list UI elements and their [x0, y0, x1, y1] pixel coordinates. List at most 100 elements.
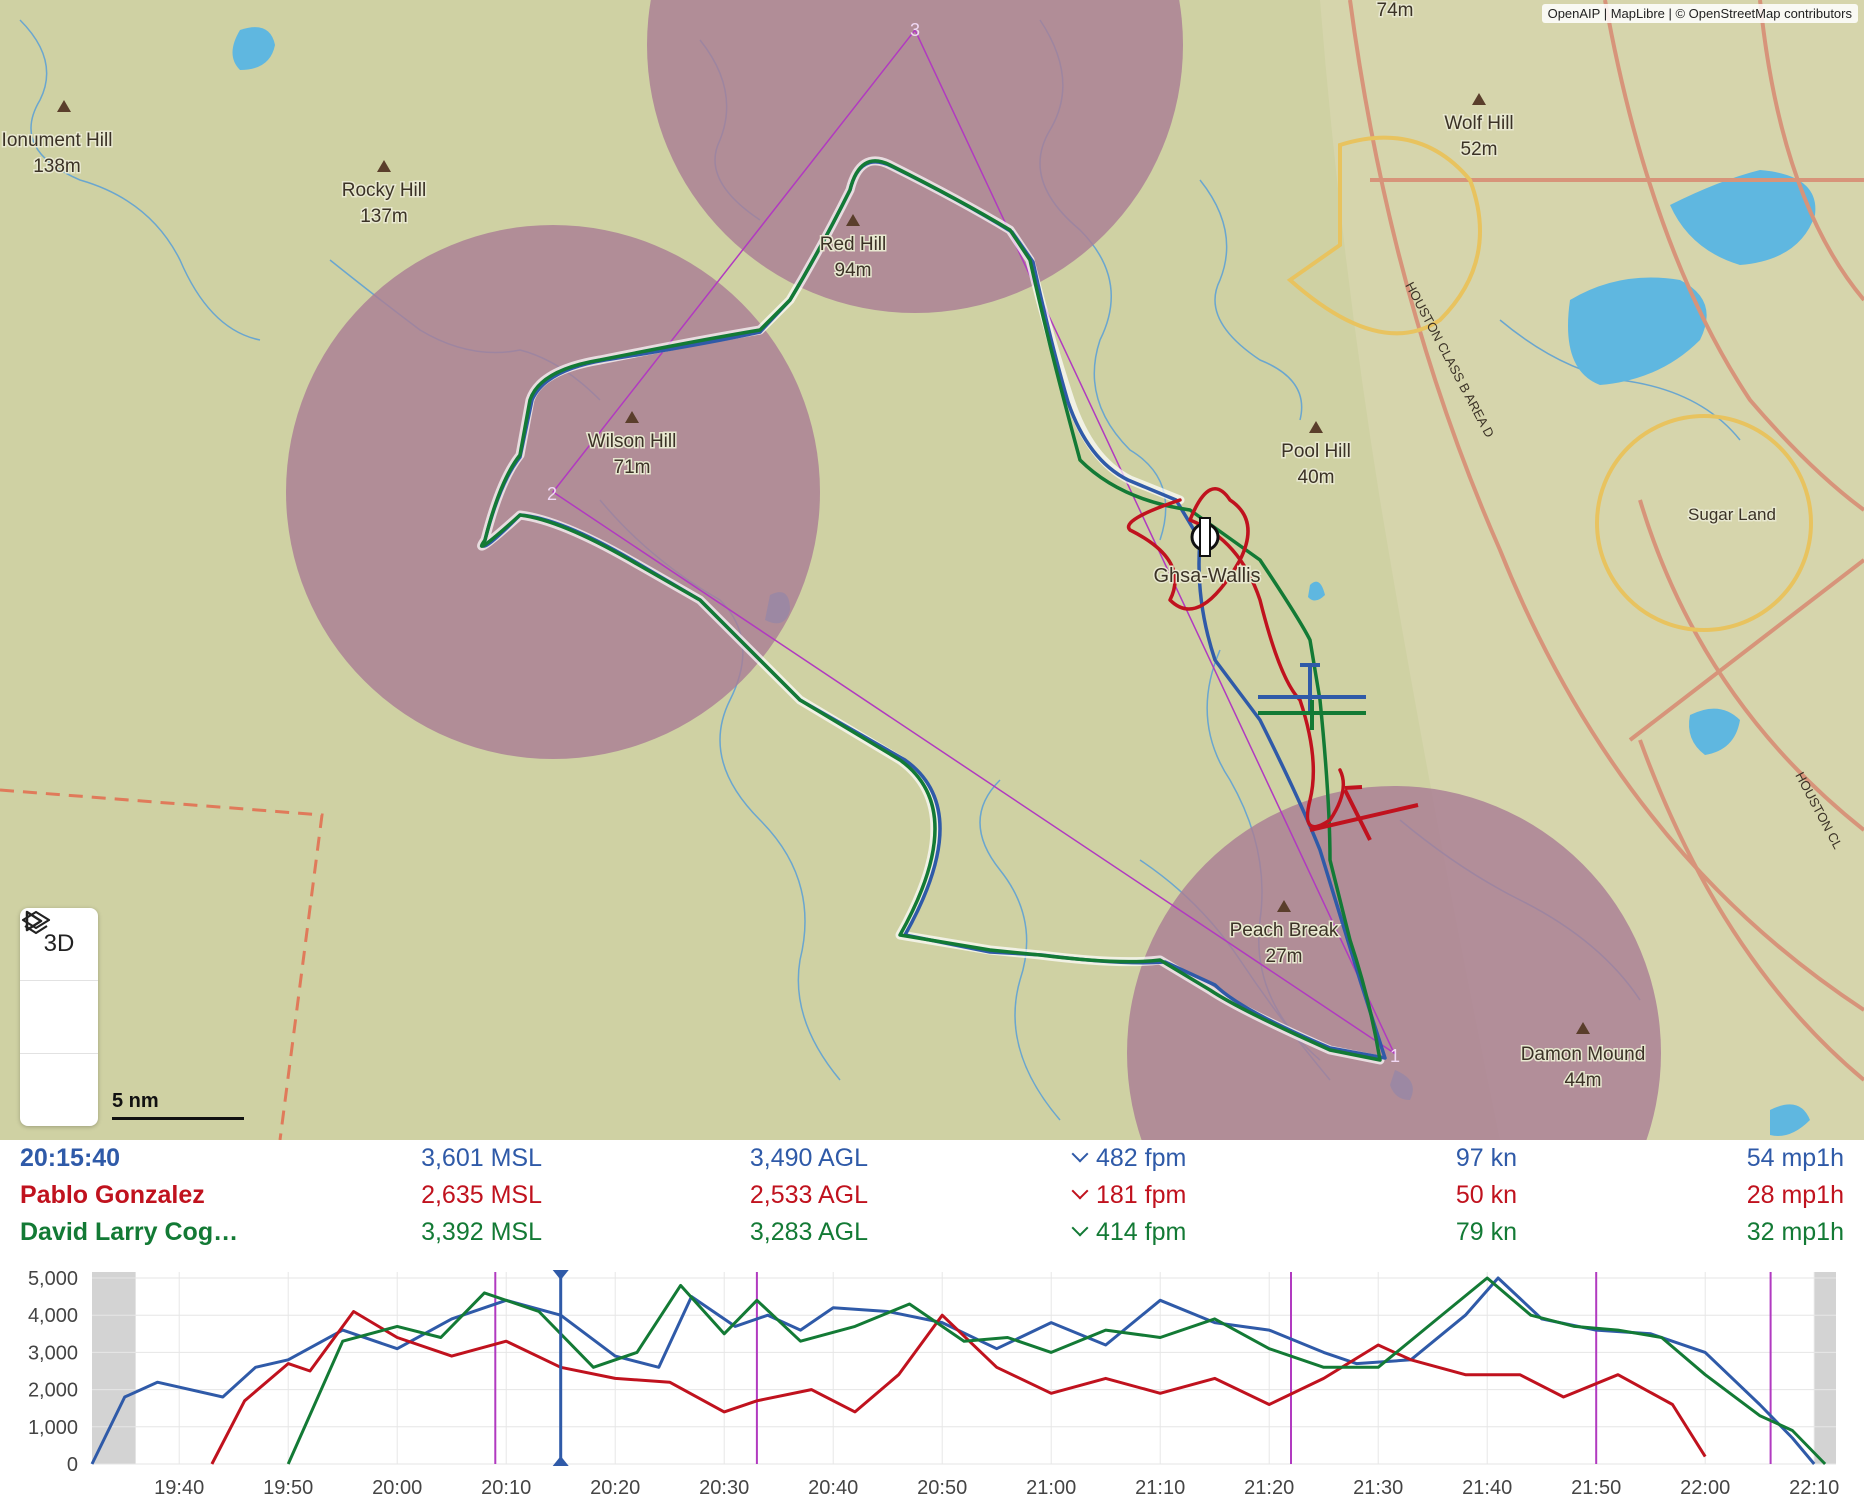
peak-icons	[57, 93, 1590, 1034]
readout-wind: 54 mp1h	[1746, 1144, 1844, 1172]
x-tick-label: 21:20	[1244, 1477, 1294, 1499]
x-tick-label: 21:50	[1571, 1477, 1621, 1499]
altitude-chart[interactable]: 0 1,000 2,000 3,000 4,000 5,000 19:40 19:50 20:0…	[0, 1252, 1864, 1500]
peak-label-damon-mound: Damon Mound	[1521, 1044, 1646, 1065]
altitude-series-line	[210, 1310, 1707, 1465]
shaded-range	[1814, 1272, 1836, 1464]
chevron-down-icon	[1071, 1145, 1089, 1163]
altitude-series-line	[286, 1276, 1827, 1466]
peak-monument-hill-icon	[57, 100, 71, 112]
peak-damon-mound-icon	[1576, 1022, 1590, 1034]
chevron-down-icon	[1071, 1219, 1089, 1237]
3d-toggle-button[interactable]: 3D	[20, 908, 98, 981]
peak-elev-monument-hill: 138m	[33, 156, 81, 177]
peak-elev-damon-mound: 44m	[1565, 1070, 1602, 1091]
flight-tracks	[477, 156, 1387, 1065]
readout-vario: 181 fpm	[1071, 1181, 1186, 1210]
readout-time: 20:15:40	[20, 1144, 121, 1172]
x-tick-label: 20:50	[917, 1477, 967, 1499]
peak-label-monument-hill: Ionument Hill	[2, 130, 113, 151]
peak-label-peach-break: Peach Break	[1230, 920, 1339, 941]
layers-button[interactable]	[20, 910, 98, 1126]
peak-label-pool-hill: Pool Hill	[1281, 441, 1351, 462]
track-green	[479, 159, 1382, 1062]
altitude-chart-svg[interactable]: 0 1,000 2,000 3,000 4,000 5,000 19:40 19:50 20:0…	[0, 1252, 1864, 1500]
scale-label: 5 nm	[112, 1090, 159, 1112]
readout-msl: 3,392 MSL	[421, 1218, 542, 1246]
turnpoint-1: 1	[1390, 1046, 1400, 1066]
readout-agl: 3,490 AGL	[749, 1144, 868, 1172]
peak-elev-rocky-hill: 137m	[360, 206, 408, 227]
turnpoint-labels: 1 2 3	[547, 20, 1400, 1066]
x-tick-label: 20:10	[481, 1477, 531, 1499]
readout-agl: 3,283 AGL	[749, 1218, 868, 1246]
y-tick-label: 3,000	[28, 1342, 78, 1364]
x-tick-label: 21:40	[1462, 1477, 1512, 1499]
readout-pilot-name: Pablo Gonzalez	[20, 1181, 205, 1209]
peak-peach-break-icon	[1277, 900, 1291, 912]
readout-row-time[interactable]: 20:15:40 3,601 MSL 3,490 AGL 482 fpm 97 …	[0, 1140, 1864, 1176]
readout-row-pilot-2[interactable]: Pablo Gonzalez 2,635 MSL 2,533 AGL 181 f…	[0, 1177, 1864, 1213]
x-tick-label: 20:30	[699, 1477, 749, 1499]
map-controls: 3D	[20, 908, 98, 1126]
readout-row-pilot-3[interactable]: David Larry Cog… 3,392 MSL 3,283 AGL 414…	[0, 1214, 1864, 1250]
aircraft-markers	[1190, 517, 1419, 841]
restricted-zone-red-hill	[647, 0, 1183, 313]
x-tick-label: 19:50	[263, 1477, 313, 1499]
peak-red-hill-icon	[846, 214, 860, 226]
peak-label-wolf-hill: Wolf Hill	[1444, 113, 1513, 134]
readout-pilot-name: David Larry Cog…	[20, 1218, 239, 1246]
readout-vario: 482 fpm	[1071, 1144, 1186, 1173]
readout-vario: 414 fpm	[1071, 1218, 1186, 1247]
map-view[interactable]: 1 2 3	[0, 0, 1864, 1140]
x-tick-label: 21:00	[1026, 1477, 1076, 1499]
map-attribution[interactable]: OpenAIP | MapLibre | © OpenStreetMap con…	[1541, 4, 1858, 23]
x-tick-label: 20:00	[372, 1477, 422, 1499]
y-tick-label: 1,000	[28, 1417, 78, 1439]
town-label: Sugar Land	[1688, 505, 1776, 524]
x-tick-label: 22:00	[1680, 1477, 1730, 1499]
scale-bar: 5 nm	[112, 1090, 244, 1120]
turnpoint-3: 3	[910, 20, 920, 40]
aircraft-green-icon	[1258, 700, 1366, 730]
airport-label: Ghsa-Wallis	[1153, 565, 1260, 587]
task-lines	[551, 28, 1396, 1056]
x-tick-label: 21:10	[1135, 1477, 1185, 1499]
peak-wolf-hill-icon	[1472, 93, 1486, 105]
peak-elev-pool-hill: 40m	[1298, 467, 1335, 488]
peak-elev-wolf-hill: 52m	[1461, 139, 1498, 160]
partial-elev-label: 74m	[1377, 0, 1414, 21]
boundary-dashed	[0, 788, 324, 1140]
readout-wind: 28 mp1h	[1746, 1181, 1844, 1209]
peak-pool-hill-icon	[1309, 421, 1323, 433]
peak-label-wilson-hill: Wilson Hill	[588, 431, 677, 452]
x-tick-label: 22:10	[1789, 1477, 1839, 1499]
scale-line	[112, 1117, 244, 1120]
play-button[interactable]	[20, 910, 98, 1054]
y-tick-label: 5,000	[28, 1268, 78, 1290]
y-tick-label: 4,000	[28, 1305, 78, 1327]
time-cursor-handle-bottom	[552, 1456, 569, 1466]
peak-label-red-hill: Red Hill	[820, 234, 887, 255]
readout-wind: 32 mp1h	[1746, 1218, 1844, 1246]
peak-wilson-hill-icon	[625, 411, 639, 423]
readout-msl: 3,601 MSL	[421, 1144, 542, 1172]
y-tick-label: 2,000	[28, 1380, 78, 1402]
track-red	[1126, 487, 1346, 829]
x-tick-label: 21:30	[1353, 1477, 1403, 1499]
restricted-zone-peach-break	[1127, 786, 1661, 1140]
readout-msl: 2,635 MSL	[421, 1181, 542, 1209]
map-labels: Ionument Hill 138m Rocky Hill 137m Red H…	[0, 0, 1777, 1093]
flight-readout: 20:15:40 3,601 MSL 3,490 AGL 482 fpm 97 …	[0, 1140, 1864, 1252]
airport-icon	[1190, 517, 1220, 557]
layers-icon	[21, 910, 51, 935]
map-canvas[interactable]: 1 2 3	[0, 0, 1864, 1140]
class-b-boundaries	[1348, 0, 1864, 1082]
readout-agl: 2,533 AGL	[749, 1181, 868, 1209]
peak-rocky-hill-icon	[377, 160, 391, 172]
y-tick-label: 0	[67, 1454, 78, 1476]
peak-elev-red-hill: 94m	[835, 260, 872, 281]
peak-elev-peach-break: 27m	[1266, 946, 1303, 967]
shaded-range	[92, 1272, 136, 1464]
aircraft-red-icon	[1309, 785, 1419, 841]
